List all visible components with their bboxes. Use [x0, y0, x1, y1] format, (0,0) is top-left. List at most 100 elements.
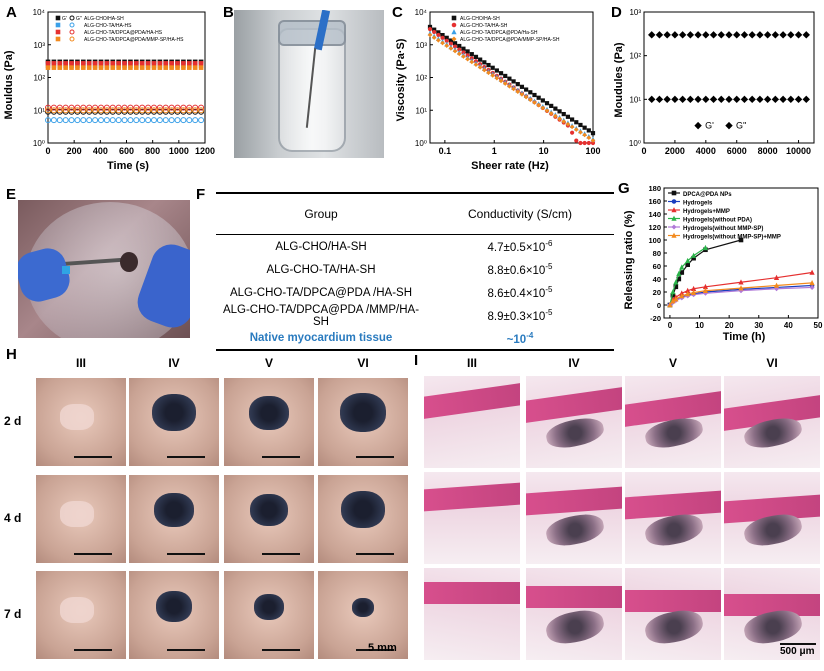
vial-body [278, 28, 346, 152]
table-cell-conductivity: 8.9±0.3×10-5 [487, 308, 553, 323]
chart-d-point [709, 95, 718, 104]
chart-a-g1-point [134, 61, 139, 66]
chart-d-point [686, 95, 695, 104]
legend-marker [451, 36, 457, 42]
chart-g-legend-entry: Hydrogels+MMP [683, 209, 730, 215]
chart-a-legend-entry: ALG-CHO-TA/HA-HS [84, 23, 132, 29]
chart-a-g2-point [56, 104, 63, 111]
h-col-label-iii: III [75, 356, 86, 370]
muscle-layer [526, 485, 622, 517]
chart-c-point [578, 129, 583, 135]
panel-label-b: B [223, 4, 234, 21]
chart-a-g1-point [110, 61, 116, 66]
i-scale-label: 500 μm [780, 646, 815, 657]
chart-a-g2-point [192, 104, 199, 111]
chart-c-point [498, 71, 504, 76]
chart-g-legend-entry: DPCA@PDA NPs [683, 192, 732, 198]
chart-c-point [490, 65, 495, 70]
h-photo [129, 475, 219, 563]
native-tissue-value: ~10-4 [506, 330, 534, 346]
h-scale-label: 5 mm [368, 642, 397, 654]
chart-d-point [671, 31, 679, 39]
chart-c-point [590, 138, 596, 143]
hydrogel-patch [152, 394, 196, 432]
chart-g-legend-entry: Hydrogels(without MMP-SP) [683, 226, 763, 232]
chart-c-point [544, 108, 550, 113]
h-photo [129, 378, 219, 466]
hydrogel-patch [254, 594, 284, 620]
chart-g-point [685, 291, 691, 297]
chart-a-g2-point [62, 117, 69, 124]
chart-c-point [436, 37, 441, 43]
chart-c-xtick: 0.1 [439, 146, 452, 156]
scale-bar [167, 649, 205, 651]
hydrogel-region [642, 606, 706, 648]
chart-a-ytick: 10⁴ [33, 8, 46, 17]
chart-g-point [691, 289, 697, 295]
chart-a-g2-point [50, 107, 57, 114]
scale-bar [167, 553, 205, 555]
chart-g-ytick: 0 [657, 301, 661, 310]
chart-a-g2-point [56, 117, 63, 124]
chart-d-ytick: 10⁰ [629, 139, 641, 148]
chart-c-point [486, 70, 491, 76]
chart-a-g2-point [50, 117, 57, 124]
panel-label-f: F [196, 186, 206, 203]
chart-a-g2-point [50, 104, 57, 111]
chart-c-ytick: 10³ [415, 41, 427, 50]
scale-bar [167, 456, 205, 458]
chart-c-point [477, 65, 483, 70]
legend-marker [55, 29, 61, 35]
panel-label-g: G [618, 180, 630, 197]
chart-a-g1-point [92, 65, 98, 70]
scale-bar [356, 553, 394, 555]
chart-c-point [519, 92, 525, 97]
h-row-label: 2 d [4, 414, 22, 428]
chart-d-point [678, 95, 687, 104]
chart-a-g2-point [92, 117, 99, 124]
chart-d-xtick: 10000 [786, 146, 811, 156]
chart-a-g1-point [69, 65, 74, 70]
chart-d-point [779, 31, 787, 39]
chart-d-point [733, 31, 741, 39]
chart-g-point [702, 287, 709, 293]
chart-a-g2-point [168, 104, 175, 111]
table-row: ALG-CHO-TA/DPCA@PDA /MMP/HA-SH 8.9±0.3×10… [216, 304, 614, 328]
muscle-layer [424, 382, 520, 420]
chart-a-g1-point [181, 65, 186, 70]
chart-a-g2-point [121, 104, 128, 111]
hydrogel-region [543, 606, 607, 648]
h-photo [224, 571, 314, 659]
chart-g-point [676, 270, 682, 277]
chart-a-g2-point [156, 107, 163, 114]
chart-a-g1-point [128, 61, 133, 66]
chart-c-point [444, 43, 450, 49]
h-col-label-vi: VI [357, 356, 369, 370]
chart-a-g2-point [109, 117, 116, 124]
chart-g-point [773, 274, 780, 280]
chart-d-ytick: 10² [629, 52, 641, 61]
chart-d-point [763, 95, 772, 104]
table-row: ALG-CHO-TA/DPCA@PDA /HA-SH 8.6±0.4×10-5 [216, 281, 614, 304]
chart-d-point [756, 31, 764, 39]
chart-c-point [448, 46, 454, 51]
chart-g-legend-entry: Hydrogels(without PDA) [683, 218, 752, 224]
chart-c-point [540, 98, 545, 103]
chart-g-ytick: 120 [648, 223, 661, 232]
legend-marker [55, 36, 61, 42]
chart-a-g1-point [110, 65, 116, 70]
chart-c-point [586, 140, 591, 146]
chart-g-ytick: 20 [653, 288, 661, 297]
chart-a-g1-point [175, 61, 180, 66]
hydrogel-patch [340, 393, 386, 433]
chart-a-g1-point [134, 65, 139, 70]
hydrogel-patch [341, 491, 385, 529]
chart-a-g2-point [86, 117, 93, 124]
chart-a-g2-point [150, 104, 157, 111]
chart-a-g2-point [115, 117, 122, 124]
histology-image [724, 376, 820, 468]
chart-g-point [738, 237, 744, 243]
chart-c-point [536, 102, 541, 108]
chart-d-frame [643, 11, 815, 144]
chart-c-point [570, 117, 575, 122]
